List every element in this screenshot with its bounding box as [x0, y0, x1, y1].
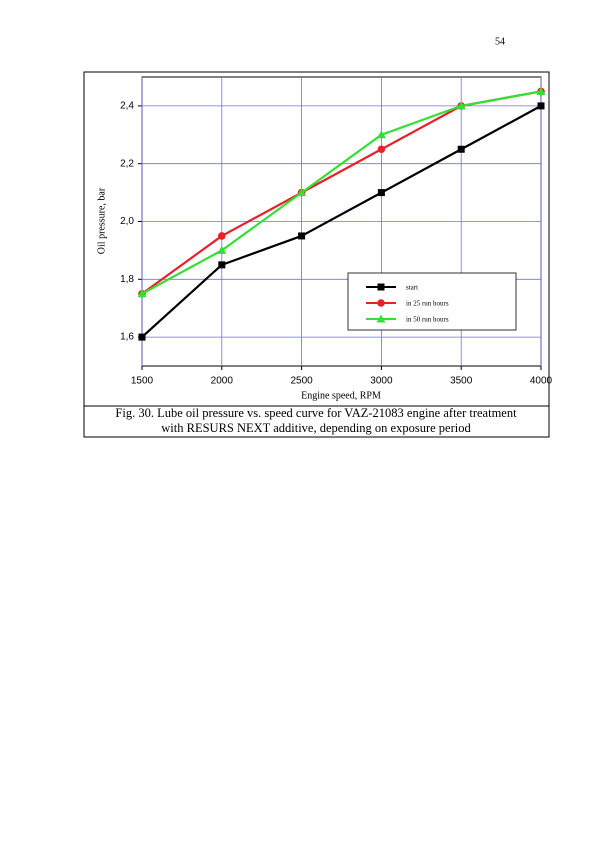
marker [218, 261, 226, 269]
y-tick-label: 1,8 [120, 274, 134, 285]
series-line [141, 104, 542, 338]
marker [137, 289, 147, 298]
legend-label: in 50 run hours [406, 316, 449, 324]
marker [298, 232, 306, 240]
caption-line: Fig. 30. Lube oil pressure vs. speed cur… [115, 406, 517, 420]
legend [347, 272, 517, 331]
x-tick-label: 2500 [290, 376, 313, 387]
legend-marker [377, 283, 385, 291]
marker [537, 102, 545, 110]
marker [377, 145, 386, 154]
legend-marker [376, 314, 386, 323]
caption-frame [83, 405, 550, 438]
y-tick-label: 2,2 [120, 158, 134, 169]
y-tick-label: 2,4 [120, 101, 134, 112]
marker [138, 333, 146, 341]
x-axis-label: Engine speed, RPM [301, 390, 381, 401]
x-tick-label: 2000 [211, 376, 234, 387]
legend-label: start [406, 284, 418, 292]
marker [536, 86, 546, 95]
x-tick-label: 1500 [131, 376, 154, 387]
x-tick-label: 3500 [450, 376, 473, 387]
legend-label: in 25 run hours [406, 300, 449, 308]
marker [217, 245, 227, 254]
caption-line: with RESURS NEXT additive, depending on … [161, 421, 471, 435]
x-tick-label: 3000 [370, 376, 393, 387]
marker [456, 101, 466, 110]
series-line [141, 90, 542, 295]
marker [377, 189, 385, 197]
marker [376, 130, 386, 139]
legend-marker [377, 299, 385, 307]
x-tick-label: 4000 [530, 376, 553, 387]
y-tick-label: 2,0 [120, 216, 134, 227]
plot: 1,6 1,8 2,0 2,2 2,4 1500 2000 2500 3000 3500 4000 s… [120, 76, 553, 387]
y-axis-label: Oil pressure, bar [96, 187, 107, 254]
marker [457, 145, 465, 153]
page-number: 54 [495, 36, 505, 47]
y-tick-label: 1,6 [120, 332, 134, 343]
marker [297, 188, 307, 197]
marker [218, 232, 226, 240]
